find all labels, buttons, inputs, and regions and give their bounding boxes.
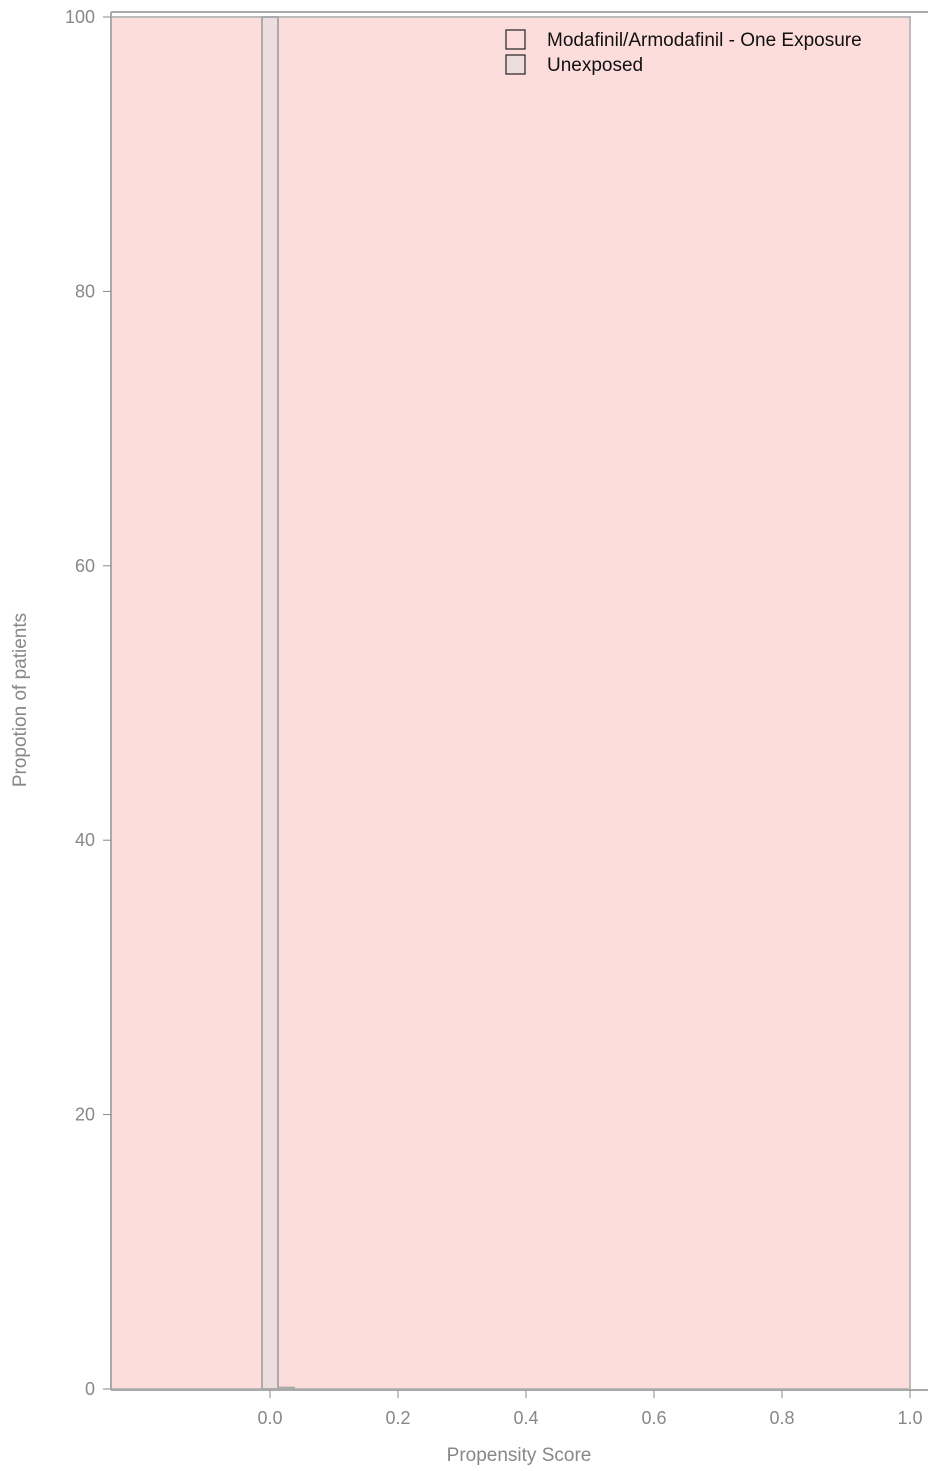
y-tick-label: 100 bbox=[65, 7, 95, 27]
legend-label: Modafinil/Armodafinil - One Exposure bbox=[547, 30, 862, 51]
x-tick-label: 1.0 bbox=[897, 1408, 922, 1428]
legend-swatch bbox=[505, 29, 526, 50]
y-tick-label: 0 bbox=[85, 1379, 95, 1399]
y-tick-label: 40 bbox=[75, 830, 95, 850]
y-tick-label: 80 bbox=[75, 281, 95, 301]
x-tick-label: 0.8 bbox=[769, 1408, 794, 1428]
x-tick-label: 0.2 bbox=[385, 1408, 410, 1428]
x-tick-label: 0.0 bbox=[257, 1408, 282, 1428]
bar-0-0 bbox=[110, 16, 911, 1390]
legend: Modafinil/Armodafinil - One Exposure Unex… bbox=[505, 29, 862, 76]
axes: 0 20 40 60 80 100 0.0 0.2 0.4 0.6 0.8 1.0 bbox=[65, 7, 928, 1428]
x-axis-title: Propensity Score bbox=[447, 1445, 592, 1466]
legend-swatch bbox=[505, 54, 526, 75]
y-tick-label: 60 bbox=[75, 556, 95, 576]
y-axis-title: Propotion of patients bbox=[10, 613, 31, 787]
bar-1-0 bbox=[261, 16, 279, 1390]
legend-label: Unexposed bbox=[547, 55, 643, 76]
y-tick-label: 20 bbox=[75, 1105, 95, 1125]
plot-area bbox=[110, 16, 911, 1391]
x-tick-label: 0.4 bbox=[513, 1408, 538, 1428]
x-tick-label: 0.6 bbox=[641, 1408, 666, 1428]
bar-1-1 bbox=[277, 1386, 295, 1391]
